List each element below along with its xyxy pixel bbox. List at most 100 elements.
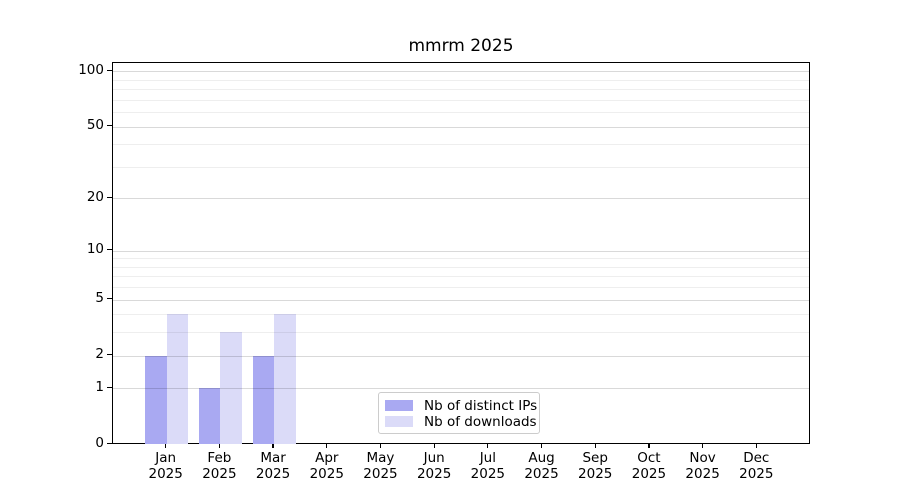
x-tick-label-month-oct: Oct: [637, 449, 661, 466]
y-tick-label-2: 2: [95, 346, 104, 363]
x-tick-label-oct: Oct 2025: [619, 450, 679, 482]
legend-swatch-nb-of-downloads: [385, 416, 413, 427]
x-tick-label-month-may: May: [366, 449, 395, 466]
legend-item-nb-of-downloads: Nb of downloads: [385, 414, 537, 430]
x-tick-label-month-sep: Sep: [582, 449, 608, 466]
y-tick-label-100: 100: [78, 61, 104, 78]
x-tick-label-month-jul: Jul: [479, 449, 496, 466]
gridline-minor-90: [113, 79, 809, 81]
y-tick-label-20: 20: [86, 188, 104, 205]
plot-area: [112, 62, 810, 445]
x-tick-mark-oct: [648, 443, 650, 448]
x-tick-label-sep: Sep 2025: [565, 450, 625, 482]
gridline-minor-3: [113, 332, 809, 334]
x-tick-label-month-nov: Nov: [689, 449, 716, 466]
y-tick-mark-2: [107, 354, 112, 356]
x-tick-label-jun: Jun 2025: [404, 450, 464, 482]
gridline-minor-9: [113, 258, 809, 260]
x-tick-label-apr: Apr 2025: [297, 450, 357, 482]
x-tick-mark-apr: [326, 443, 328, 448]
bar-nb-of-distinct-ips-jan: [145, 355, 167, 445]
x-tick-label-month-jun: Jun: [423, 449, 445, 466]
x-tick-label-month-dec: Dec: [743, 449, 770, 466]
x-tick-mark-may: [379, 443, 382, 448]
x-tick-label-month-mar: Mar: [260, 449, 286, 466]
x-tick-label-dec: Dec 2025: [726, 450, 786, 482]
y-tick-label-5: 5: [95, 290, 104, 307]
chart-title: mmrm 2025: [408, 36, 514, 56]
x-tick-label-year-feb: 2025: [202, 465, 237, 482]
grid-layer: [113, 63, 809, 443]
y-tick-label-1: 1: [95, 378, 104, 395]
x-tick-mark-aug: [540, 443, 543, 448]
x-tick-label-year-oct: 2025: [631, 465, 667, 482]
x-tick-label-may: May 2025: [350, 450, 410, 482]
gridline-minor-30: [113, 166, 809, 168]
gridline-minor-7: [113, 276, 809, 278]
x-tick-label-year-jun: 2025: [416, 465, 452, 482]
gridline-major-5: [113, 299, 809, 301]
gridline-major-2: [113, 355, 809, 357]
x-tick-label-month-jan: Jan: [155, 449, 177, 466]
legend-swatch-nb-of-distinct-ips: [385, 400, 413, 411]
x-tick-label-aug: Aug 2025: [512, 450, 572, 482]
bar-nb-of-downloads-jan: [166, 314, 189, 445]
gridline-minor-4: [113, 314, 809, 316]
gridline-minor-40: [113, 144, 809, 146]
x-tick-mark-mar: [272, 443, 274, 448]
legend: Nb of distinct IPs Nb of downloads: [378, 392, 540, 434]
x-tick-label-mar: Mar 2025: [243, 450, 303, 482]
x-tick-label-month-aug: Aug: [528, 449, 555, 466]
x-tick-mark-jun: [433, 443, 435, 448]
y-tick-label-50: 50: [86, 117, 104, 134]
y-tick-mark-1: [107, 386, 112, 389]
x-tick-label-year-apr: 2025: [309, 465, 344, 482]
x-tick-label-year-mar: 2025: [255, 465, 291, 482]
y-tick-label-0: 0: [95, 435, 104, 451]
x-tick-mark-sep: [594, 443, 596, 448]
gridline-major-20: [113, 198, 809, 200]
x-tick-label-month-apr: Apr: [315, 449, 339, 466]
legend-label-nb-of-distinct-ips: Nb of distinct IPs: [424, 397, 538, 414]
y-tick-label-10: 10: [86, 241, 104, 258]
y-tick-mark-50: [107, 125, 112, 127]
x-tick-label-year-jul: 2025: [470, 465, 506, 482]
x-tick-label-jan: Jan 2025: [136, 450, 196, 482]
x-tick-label-year-nov: 2025: [685, 465, 720, 482]
x-tick-label-year-aug: 2025: [524, 465, 559, 482]
x-tick-label-month-feb: Feb: [207, 449, 232, 466]
bar-nb-of-downloads-mar: [274, 314, 296, 445]
x-tick-mark-feb: [218, 443, 220, 448]
bar-nb-of-downloads-feb: [220, 332, 242, 445]
x-tick-mark-dec: [755, 443, 757, 448]
bars-layer: [113, 63, 809, 445]
gridline-minor-60: [113, 112, 809, 114]
x-tick-mark-nov: [702, 443, 704, 448]
x-tick-label-nov: Nov 2025: [673, 450, 733, 482]
x-tick-mark-jul: [487, 443, 489, 448]
gridline-minor-70: [113, 99, 809, 101]
y-tick-mark-5: [107, 298, 112, 300]
y-tick-mark-10: [107, 249, 112, 251]
gridline-major-100: [113, 71, 809, 73]
gridline-major-50: [113, 126, 809, 128]
x-tick-label-year-jan: 2025: [148, 465, 183, 482]
gridline-major-10: [113, 250, 809, 252]
gridline-minor-80: [113, 89, 809, 91]
x-tick-label-year-dec: 2025: [739, 465, 774, 482]
gridline-minor-8: [113, 266, 809, 268]
gridline-major-1: [113, 388, 809, 390]
x-tick-label-jul: Jul 2025: [458, 450, 518, 482]
y-tick-mark-0: [107, 442, 112, 445]
legend-label-nb-of-downloads: Nb of downloads: [424, 413, 537, 430]
y-tick-mark-100: [107, 69, 112, 71]
x-tick-label-feb: Feb 2025: [189, 450, 249, 482]
y-tick-mark-20: [107, 196, 112, 198]
bar-nb-of-distinct-ips-mar: [252, 355, 275, 445]
gridline-minor-6: [113, 287, 809, 289]
x-tick-label-year-may: 2025: [363, 465, 398, 482]
x-tick-label-year-sep: 2025: [578, 465, 613, 482]
legend-item-nb-of-distinct-ips: Nb of distinct IPs: [385, 398, 537, 414]
x-tick-mark-jan: [165, 443, 167, 448]
